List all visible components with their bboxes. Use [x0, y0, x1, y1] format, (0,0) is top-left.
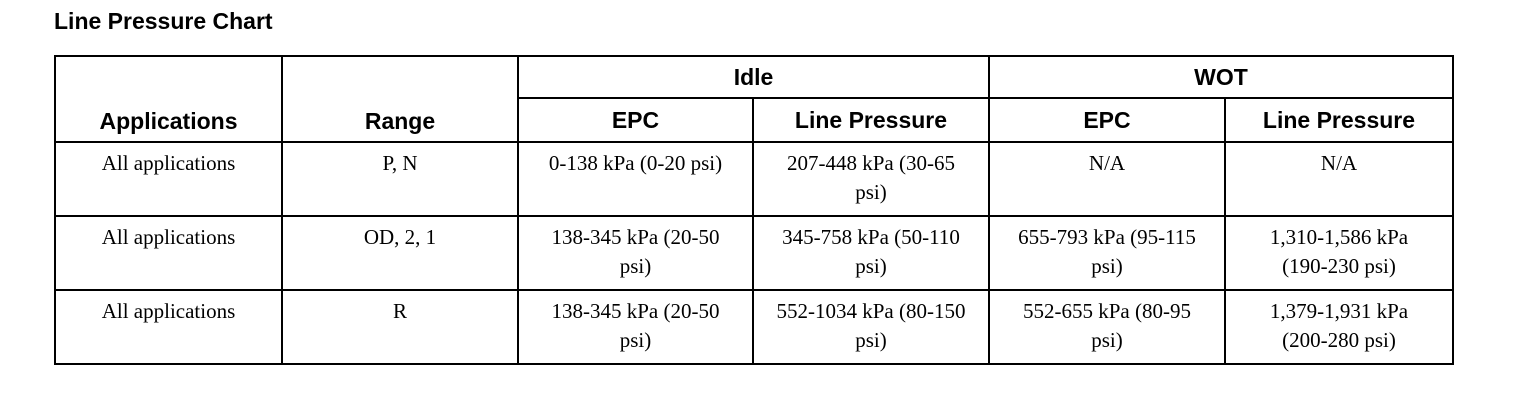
- table-cell: 552-1034 kPa (80-150 psi): [752, 289, 990, 365]
- table-cell: P, N: [281, 141, 519, 217]
- table-cell: N/A: [1224, 141, 1454, 217]
- column-header: Range: [281, 55, 519, 143]
- table-cell: OD, 2, 1: [281, 215, 519, 291]
- table-cell: 1,310-1,586 kPa (190-230 psi): [1224, 215, 1454, 291]
- table-row: All applications P, N 0-138 kPa (0-20 psi)…: [54, 141, 1454, 217]
- column-header: Applications: [54, 55, 283, 143]
- column-header: EPC: [517, 97, 754, 143]
- table-cell: 552-655 kPa (80-95 psi): [988, 289, 1226, 365]
- column-header: Line Pressure: [752, 97, 990, 143]
- table-row: All applications OD, 2, 1 138-345 kPa (20-…: [54, 215, 1454, 291]
- table-cell: 138-345 kPa (20-50 psi): [517, 215, 754, 291]
- column-header: Line Pressure: [1224, 97, 1454, 143]
- table-cell: 138-345 kPa (20-50 psi): [517, 289, 754, 365]
- pressure-table: Applications Range Idle WOT EPC Line Pres…: [54, 55, 1454, 365]
- table-cell: All applications: [54, 215, 283, 291]
- table-cell: 1,379-1,931 kPa (200-280 psi): [1224, 289, 1454, 365]
- table-cell: 207-448 kPa (30-65 psi): [752, 141, 990, 217]
- table-cell: 345-758 kPa (50-110 psi): [752, 215, 990, 291]
- title: Line Pressure Chart: [54, 8, 273, 34]
- table-cell: N/A: [988, 141, 1226, 217]
- table-cell: 655-793 kPa (95-115 psi): [988, 215, 1226, 291]
- column-header: EPC: [988, 97, 1226, 143]
- group-header: Idle: [517, 55, 990, 99]
- group-header: WOT: [988, 55, 1454, 99]
- table-cell: 0-138 kPa (0-20 psi): [517, 141, 754, 217]
- table-cell: R: [281, 289, 519, 365]
- table-row: All applications R 138-345 kPa (20-50 psi)…: [54, 289, 1454, 365]
- table-cell: All applications: [54, 289, 283, 365]
- table-cell: All applications: [54, 141, 283, 217]
